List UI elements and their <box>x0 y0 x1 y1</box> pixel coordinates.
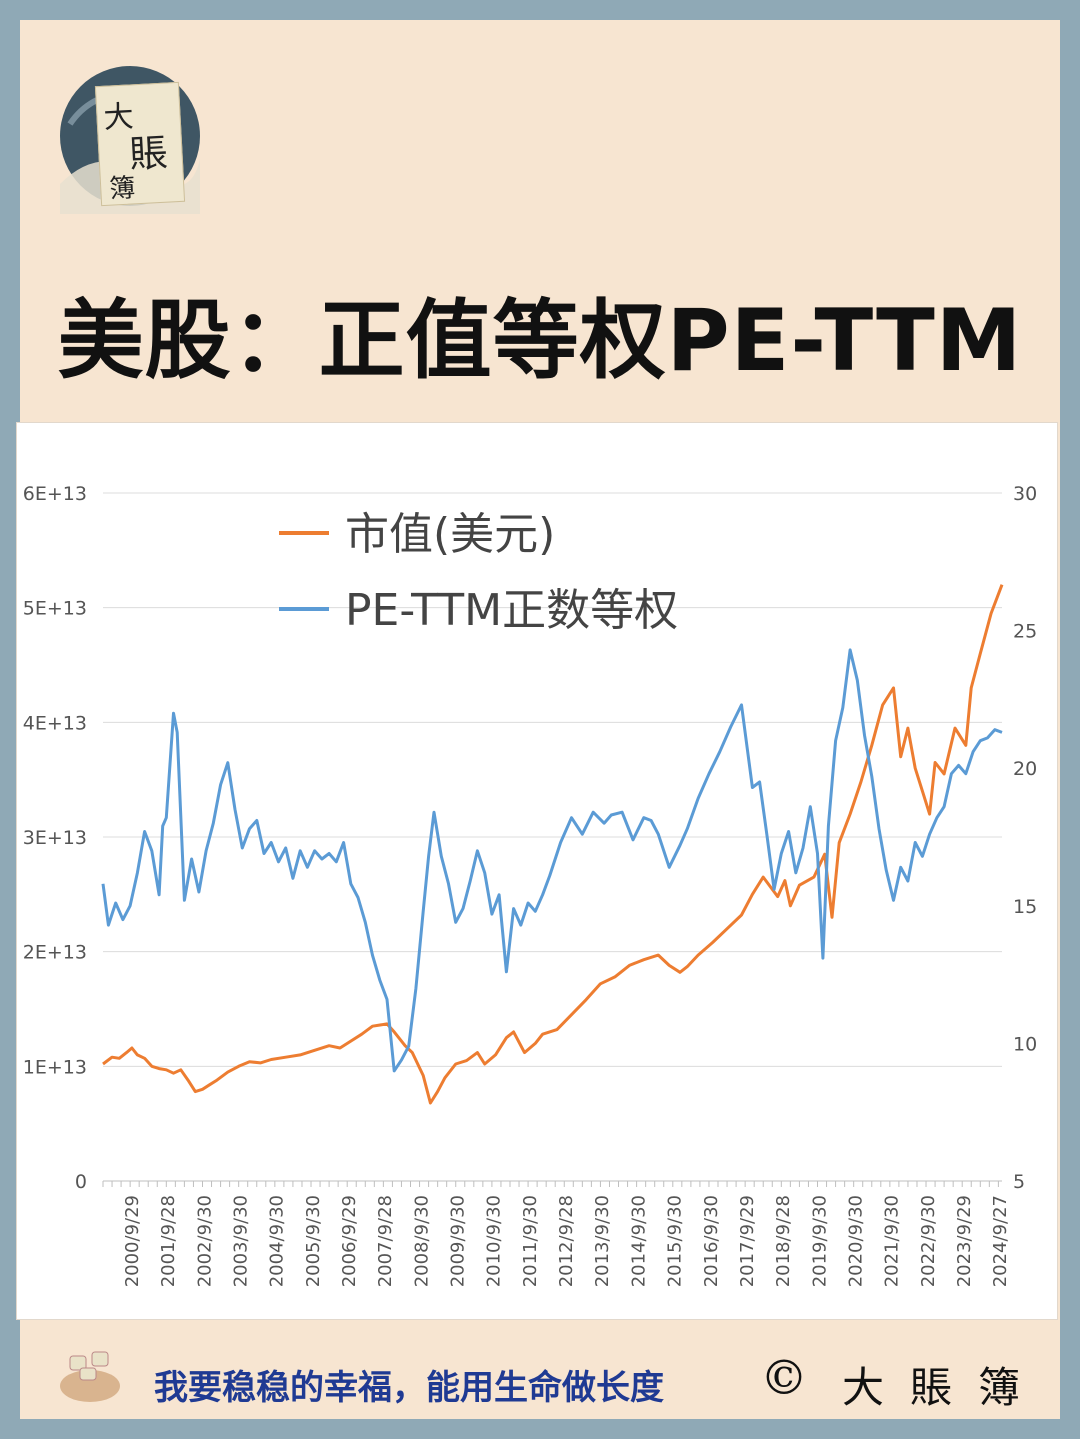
x-tick-label: 2002/9/30 <box>194 1195 215 1287</box>
y-left-tick-label: 3E+13 <box>23 827 87 849</box>
y-right-tick-label: 25 <box>1013 621 1037 643</box>
footer: 我要稳稳的幸福，能用生命做长度 © 大賬簿 <box>20 1324 1060 1419</box>
y-right-tick-label: 30 <box>1013 483 1037 505</box>
legend-label-0: 市值(美元) <box>345 509 555 560</box>
x-tick-label: 2011/9/30 <box>520 1195 541 1287</box>
x-tick-label: 2022/9/30 <box>918 1195 939 1287</box>
x-tick-label: 2021/9/30 <box>882 1195 903 1287</box>
y-left-tick-label: 4E+13 <box>23 712 87 734</box>
x-tick-label: 2001/9/28 <box>158 1195 179 1287</box>
x-tick-label: 2007/9/28 <box>375 1195 396 1287</box>
chart-container: 0 1E+13 2E+13 3E+13 4E+13 5E+13 6E+13 5 10 15 20 25… <box>16 422 1058 1320</box>
footer-brand: 大賬簿 <box>842 1363 1047 1412</box>
x-tick-label: 2015/9/30 <box>665 1195 686 1287</box>
chart-svg: 0 1E+13 2E+13 3E+13 4E+13 5E+13 6E+13 5 10 15 20 25… <box>23 483 1037 1287</box>
y-left-tick-label: 5E+13 <box>23 598 87 620</box>
y-right-tick-label: 20 <box>1013 758 1037 780</box>
y-right-tick-label: 10 <box>1013 1033 1037 1055</box>
series-line-1 <box>101 648 1003 1073</box>
y-right-tick-label: 15 <box>1013 896 1037 918</box>
footer-slogan: 我要稳稳的幸福，能用生命做长度 <box>154 1368 664 1408</box>
series-line-0 <box>102 584 1004 1105</box>
x-tick-label: 2010/9/30 <box>484 1195 505 1287</box>
x-tick-label: 2014/9/30 <box>628 1195 649 1287</box>
x-tick-label: 2020/9/30 <box>845 1195 866 1287</box>
poster-panel: 大 賬 簿 美股：正值等权PE-TTM 0 1E+13 2E+13 3E+13 4E+1… <box>16 20 1060 1419</box>
copyright-mark: © <box>760 1350 808 1406</box>
y-left-tick-label: 2E+13 <box>23 942 87 964</box>
page-title: 美股：正值等权PE-TTM <box>57 291 1023 391</box>
x-tick-label: 2018/9/28 <box>773 1195 794 1287</box>
x-tick-label: 2019/9/30 <box>809 1195 830 1287</box>
x-tick-label: 2000/9/29 <box>122 1195 143 1287</box>
y-left-tick-label: 0 <box>75 1171 87 1193</box>
x-tick-label: 2009/9/30 <box>448 1195 469 1287</box>
legend-label-1: PE-TTM正数等权 <box>345 585 678 636</box>
brand-logo: 大 賬 簿 <box>50 64 200 214</box>
x-tick-label: 2017/9/29 <box>737 1195 758 1287</box>
logo-char-3: 簿 <box>108 173 137 205</box>
y-left-tick-label: 6E+13 <box>23 483 87 505</box>
y-left-tick-label: 1E+13 <box>23 1056 87 1078</box>
x-tick-label: 2008/9/30 <box>411 1195 432 1287</box>
x-tick-label: 2005/9/30 <box>303 1195 324 1287</box>
x-tick-label: 2006/9/29 <box>339 1195 360 1287</box>
logo-card: 大 賬 簿 <box>94 81 186 207</box>
x-tick-label: 2024/9/27 <box>990 1195 1011 1287</box>
y-right-tick-label: 5 <box>1013 1171 1025 1193</box>
x-tick-label: 2013/9/30 <box>592 1195 613 1287</box>
x-tick-label: 2003/9/30 <box>230 1195 251 1287</box>
x-tick-label: 2016/9/30 <box>701 1195 722 1287</box>
x-tick-label: 2004/9/30 <box>267 1195 288 1287</box>
x-tick-label: 2023/9/29 <box>954 1195 975 1287</box>
x-tick-label: 2012/9/28 <box>556 1195 577 1287</box>
hand-fortune-icon <box>60 1351 120 1402</box>
